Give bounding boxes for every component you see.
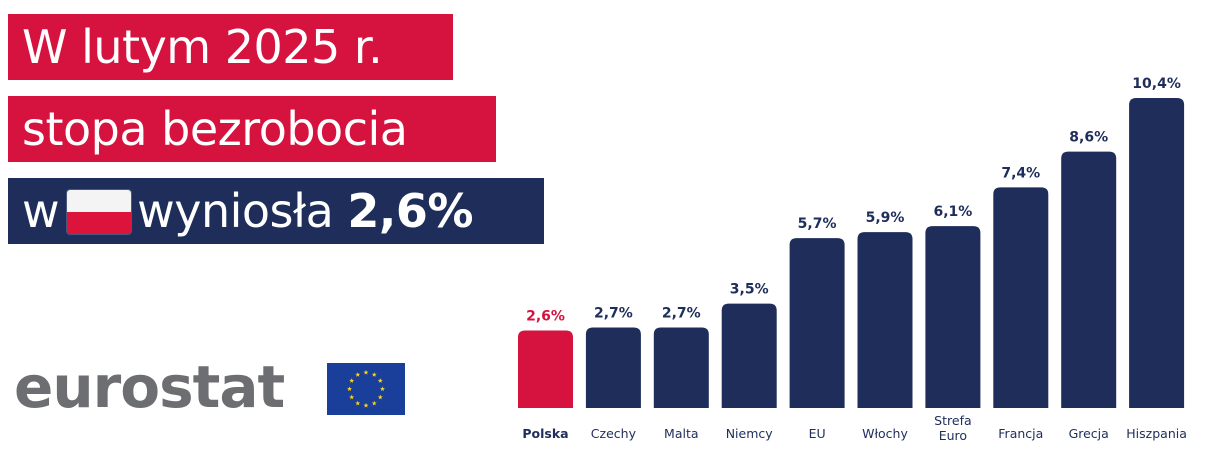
bar-eu <box>789 238 845 408</box>
bar-niemcy <box>721 303 777 408</box>
data-label: 2,7% <box>662 306 701 322</box>
eu-star-icon <box>371 400 377 406</box>
bar-grecja <box>1061 151 1117 408</box>
category-label: Grecja <box>1069 426 1109 441</box>
eurostat-logo: eurostat <box>14 353 285 421</box>
eu-star-icon <box>377 394 383 400</box>
data-label: 2,7% <box>594 306 633 322</box>
headline-value: 2,6% <box>347 184 473 238</box>
data-label: 7,4% <box>1001 165 1040 181</box>
headline-line-3-prefix: w <box>22 184 60 238</box>
category-label: Malta <box>664 426 698 441</box>
data-label: 5,9% <box>866 210 905 226</box>
data-label: 3,5% <box>730 282 769 298</box>
eu-star-icon <box>355 400 361 406</box>
bar-francja <box>993 187 1049 408</box>
data-label: 8,6% <box>1069 130 1108 146</box>
eu-star-icon <box>380 386 385 392</box>
category-label: Francja <box>998 426 1043 441</box>
data-label: 2,6% <box>526 309 565 325</box>
category-label: EU <box>809 426 826 441</box>
eu-star-icon <box>347 386 352 392</box>
eu-star-icon <box>377 378 383 383</box>
category-label: Euro <box>939 428 967 443</box>
category-label: Polska <box>522 426 568 441</box>
eu-star-icon <box>363 402 369 408</box>
headline-line-2-text: stopa bezrobocia <box>22 102 408 156</box>
headline-line-1: W lutym 2025 r. <box>8 14 453 80</box>
poland-flag-icon <box>67 189 132 234</box>
category-label: Hiszpania <box>1126 426 1187 441</box>
bar-malta <box>653 327 709 408</box>
data-label: 10,4% <box>1132 76 1181 92</box>
eu-star-icon <box>371 372 377 377</box>
headline-line-3-middle: wyniosła <box>137 184 334 238</box>
eu-star-icon <box>349 378 355 383</box>
bar-polska <box>518 330 573 408</box>
eu-star-icon <box>363 369 369 375</box>
category-label: Włochy <box>862 426 908 441</box>
data-label: 5,7% <box>798 216 837 232</box>
category-label: Strefa <box>934 413 971 428</box>
category-label: Niemcy <box>726 426 774 441</box>
category-label: Czechy <box>591 426 637 441</box>
headline-line-1-text: W lutym 2025 r. <box>22 20 383 74</box>
bar-hiszpania <box>1129 98 1185 408</box>
data-label: 6,1% <box>933 204 972 220</box>
bar-strefa-euro <box>925 226 981 408</box>
headline-line-2: stopa bezrobocia <box>8 96 496 162</box>
eu-star-icon <box>355 372 361 377</box>
bar-czechy <box>585 327 641 408</box>
headline-line-3: w wyniosła 2,6% <box>8 178 544 244</box>
eu-star-icon <box>349 394 355 400</box>
eu-flag-icon <box>327 363 405 415</box>
bar-włochy <box>857 232 913 408</box>
